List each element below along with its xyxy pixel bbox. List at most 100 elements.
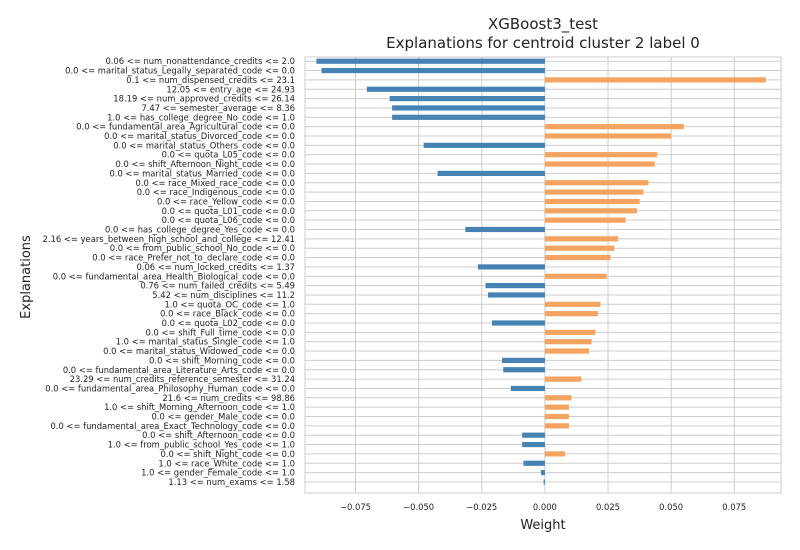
y-tick-label: 0.76 <= num_failed_credits <= 5.49 xyxy=(140,281,295,291)
bar xyxy=(485,283,545,289)
y-tick-label: 0.0 <= gender_Male_code <= 0.0 xyxy=(152,412,295,422)
x-tick-label: 0.025 xyxy=(596,502,620,512)
y-tick-label: 1.0 <= quota_OC_code <= 1.0 xyxy=(164,299,295,309)
bar xyxy=(491,320,545,326)
y-tick-label: 0.0 <= quota_L02_code <= 0.0 xyxy=(162,318,295,328)
y-tick-label: 0.0 <= quota_L01_code <= 0.0 xyxy=(162,206,295,216)
bar xyxy=(510,385,545,392)
y-tick-label: 18.19 <= num_approved_credits <= 26.14 xyxy=(113,94,295,104)
bar xyxy=(544,376,582,382)
bar xyxy=(544,180,649,186)
bar xyxy=(541,470,545,476)
bar xyxy=(321,67,545,74)
y-tick-label: 0.0 <= fundamental_area_Health_Biologica… xyxy=(53,271,295,281)
bar xyxy=(544,451,566,457)
bar-layer xyxy=(316,58,766,485)
y-tick-label: 0.0 <= race_Prefer_not_to_declare_code <… xyxy=(92,253,295,263)
y-tick-labels: 0.06 <= num_nonattendance_credits <= 2.0… xyxy=(43,56,295,487)
bar xyxy=(477,264,545,270)
bar xyxy=(543,479,545,485)
bar xyxy=(501,357,545,363)
bar xyxy=(366,86,545,92)
bar xyxy=(522,441,545,448)
y-tick-label: 1.0 <= has_college_degree_No_code <= 1.0 xyxy=(107,112,295,122)
bar xyxy=(544,423,569,429)
y-tick-label: 0.0 <= from_public_school_No_code <= 0.0 xyxy=(110,243,295,253)
y-tick-label: 0.0 <= race_Indigenous_code <= 0.0 xyxy=(137,187,295,197)
y-tick-label: 0.0 <= quota_L06_code <= 0.0 xyxy=(162,215,295,225)
y-tick-label: 0.0 <= marital_status_Others_code <= 0.0 xyxy=(113,140,295,150)
y-tick-label: 0.0 <= shift_Morning_code <= 0.0 xyxy=(149,355,295,365)
y-tick-label: 0.0 <= shift_Night_code <= 0.0 xyxy=(160,449,295,459)
grid-layer xyxy=(305,57,781,493)
y-tick-label: 23.29 <= num_credits_reference_semester … xyxy=(70,374,295,384)
y-tick-label: 0.06 <= num_locked_credits <= 1.37 xyxy=(136,262,295,272)
y-tick-label: 1.0 <= shift_Morning_Afternoon_code <= 1… xyxy=(104,402,295,412)
bar xyxy=(544,208,638,214)
x-axis-label: Weight xyxy=(520,518,565,533)
bar xyxy=(503,367,545,373)
x-tick-labels: −0.075 −0.050 −0.025 0.000 0.025 0.050 0.075 xyxy=(340,502,746,512)
chart-title-line2: Explanations for centroid cluster 2 labe… xyxy=(386,34,700,52)
y-tick-label: 0.0 <= shift_Full_time_code <= 0.0 xyxy=(146,327,295,337)
y-tick-label: 0.0 <= marital_status_Divorced_code <= 0… xyxy=(104,131,295,141)
y-tick-label: 1.0 <= from_public_school_Yes_code <= 1.… xyxy=(108,440,295,450)
plot-frame xyxy=(304,56,782,494)
bar xyxy=(544,77,766,83)
y-tick-label: 0.0 <= fundamental_area_Agricultural_cod… xyxy=(76,122,295,132)
bar xyxy=(544,161,655,167)
y-tick-label: 0.1 <= num_dispensed_credits <= 23.1 xyxy=(126,75,295,85)
y-tick-label: 0.0 <= has_college_degree_Yes_code <= 0.… xyxy=(105,225,295,235)
x-tick-label: −0.050 xyxy=(403,502,434,512)
bar xyxy=(544,198,640,205)
bar xyxy=(544,245,615,251)
bar xyxy=(465,226,545,233)
bar xyxy=(488,292,545,298)
bar xyxy=(544,404,569,410)
bar xyxy=(544,236,619,242)
bar xyxy=(544,189,644,195)
y-tick-label: 12.05 <= entry_age <= 24.93 xyxy=(166,84,295,94)
y-tick-label: 1.0 <= marital_status_Single_code <= 1.0 xyxy=(116,337,295,347)
bar xyxy=(316,58,545,64)
y-tick-label: 0.0 <= marital_status_Married_code <= 0.… xyxy=(109,168,295,178)
y-tick-label: 1.13 <= num_exams <= 1.58 xyxy=(168,477,295,487)
bar xyxy=(392,114,545,120)
y-tick-label: 0.06 <= num_nonattendance_credits <= 2.0 xyxy=(105,56,295,66)
x-tick-label: 0.075 xyxy=(722,502,746,512)
bar xyxy=(544,124,684,130)
bar xyxy=(544,301,601,307)
bar xyxy=(392,105,545,111)
bar xyxy=(522,432,545,438)
y-tick-label: 0.0 <= quota_L05_code <= 0.0 xyxy=(162,150,295,160)
y-tick-label: 0.0 <= race_Mixed_race_code <= 0.0 xyxy=(135,178,295,188)
y-tick-label: 21.6 <= num_credits <= 98.86 xyxy=(162,393,295,403)
bar xyxy=(523,460,545,466)
y-tick-label: 0.0 <= marital_status_Legally_separated_… xyxy=(65,66,295,76)
bar xyxy=(544,254,611,261)
bar xyxy=(544,395,572,401)
bar xyxy=(544,348,590,354)
bar xyxy=(544,413,569,420)
chart-title-line1: XGBoost3_test xyxy=(488,15,598,34)
y-tick-label: 0.0 <= race_Black_code <= 0.0 xyxy=(160,309,295,319)
bar xyxy=(544,311,598,317)
bar xyxy=(544,152,658,158)
bar xyxy=(544,133,672,139)
y-tick-label: 0.0 <= shift_Afternoon_Night_code <= 0.0 xyxy=(115,159,295,169)
x-tick-label: −0.075 xyxy=(340,502,371,512)
bar xyxy=(423,142,545,148)
bar xyxy=(544,273,607,279)
bar xyxy=(389,96,545,102)
x-tick-label: 0.000 xyxy=(533,502,557,512)
y-tick-label: 0.0 <= shift_Afternoon_code <= 0.0 xyxy=(142,430,295,440)
y-tick-label: 0.0 <= fundamental_area_Philosophy_Human… xyxy=(45,383,295,393)
y-tick-label: 0.0 <= marital_status_Widowed_code <= 0.… xyxy=(103,346,295,356)
y-tick-label: 5.42 <= num_disciplines <= 11.2 xyxy=(152,290,295,300)
y-tick-label: 1.0 <= race_White_code <= 1.0 xyxy=(158,458,295,468)
y-tick-label: 0.0 <= fundamental_area_Literature_Arts_… xyxy=(63,365,295,375)
x-tick-label: −0.025 xyxy=(466,502,497,512)
bar xyxy=(544,329,596,335)
